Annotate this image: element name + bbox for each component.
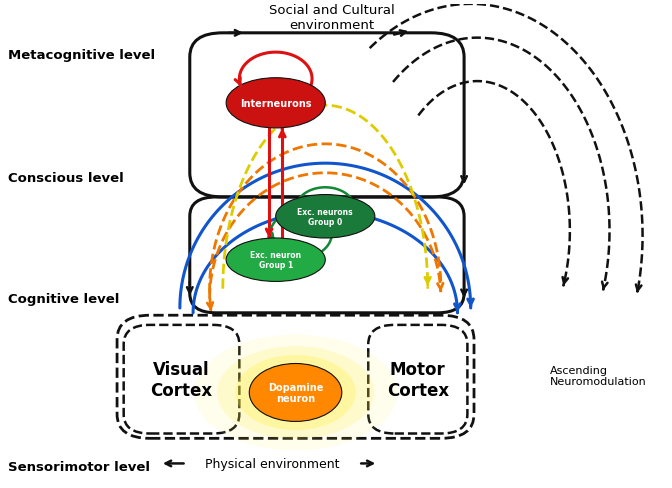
- Text: Social and Cultural
environment: Social and Cultural environment: [269, 4, 394, 32]
- Text: Ascending
Neuromodulation: Ascending Neuromodulation: [550, 365, 646, 386]
- Text: Dopamine
neuron: Dopamine neuron: [268, 382, 323, 404]
- Ellipse shape: [217, 346, 374, 439]
- Ellipse shape: [276, 195, 375, 239]
- Ellipse shape: [226, 239, 325, 282]
- Text: Sensorimotor level: Sensorimotor level: [8, 460, 150, 473]
- Text: Motor
Cortex: Motor Cortex: [387, 360, 449, 399]
- Ellipse shape: [249, 364, 342, 422]
- Text: Metacognitive level: Metacognitive level: [8, 49, 155, 62]
- Text: Interneurons: Interneurons: [240, 99, 311, 109]
- Text: Exc. neuron
Group 1: Exc. neuron Group 1: [250, 250, 301, 270]
- Text: Visual
Cortex: Visual Cortex: [151, 360, 212, 399]
- Text: Physical environment: Physical environment: [205, 457, 339, 470]
- Text: Cognitive level: Cognitive level: [8, 292, 120, 305]
- Ellipse shape: [226, 79, 325, 129]
- Text: Exc. neurons
Group 0: Exc. neurons Group 0: [298, 207, 353, 226]
- Ellipse shape: [235, 355, 355, 430]
- Ellipse shape: [194, 335, 397, 450]
- Text: Conscious level: Conscious level: [8, 172, 124, 185]
